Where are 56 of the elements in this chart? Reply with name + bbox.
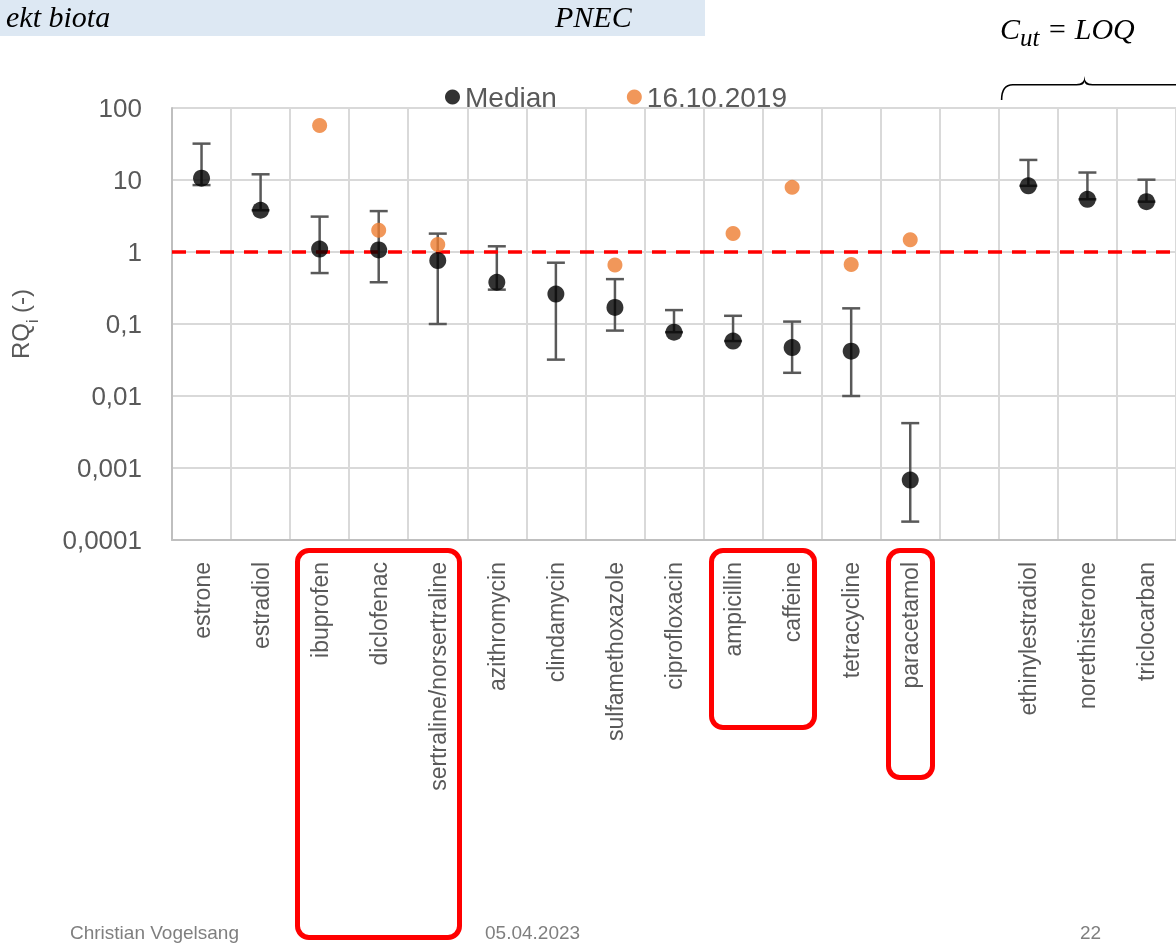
point (1019, 177, 1037, 195)
x-tick-label: sertraline/norsertraline (424, 562, 451, 791)
x-tick-label: paracetamol (897, 562, 924, 689)
x-tick-label: tetracycline (838, 562, 865, 679)
y-tick-label: 1 (127, 237, 142, 267)
x-tick-label: clindamycin (542, 562, 569, 683)
legend-label: Median (465, 81, 557, 113)
x-tick-label: estradiol (247, 562, 274, 649)
text: 22 (1080, 922, 1102, 943)
point (312, 118, 328, 134)
x-tick-label: sulfamethoxazole (601, 562, 628, 741)
legend-label: 16.10.2019 (646, 81, 787, 113)
point (606, 298, 624, 316)
x-tick-label: ampicillin (720, 562, 747, 657)
point (784, 179, 800, 195)
point (1078, 190, 1096, 208)
point (783, 339, 801, 357)
y-tick-label: 10 (113, 165, 142, 195)
point (370, 241, 388, 259)
point (843, 257, 859, 273)
point (430, 237, 446, 253)
text: ekt biota (6, 0, 111, 34)
point (547, 285, 565, 303)
y-tick-label: 100 (98, 93, 142, 123)
point (1137, 193, 1155, 211)
text: Christian Vogelsang (70, 922, 239, 943)
point (193, 169, 211, 187)
point (665, 323, 683, 341)
point (724, 332, 742, 350)
x-tick-label: caffeine (779, 562, 806, 643)
x-tick-label: azithromycin (483, 562, 510, 692)
y-axis-title: RQi (-) (6, 288, 41, 360)
text: PNEC (555, 0, 632, 34)
point (429, 252, 447, 270)
point (607, 257, 623, 273)
x-tick-label: norethisterone (1074, 562, 1101, 710)
x-tick-label: ibuprofen (306, 562, 333, 658)
point (725, 226, 741, 242)
x-tick-label: diclofenac (365, 562, 392, 666)
text: 05.04.2023 (485, 922, 581, 943)
y-tick-label: 0,001 (76, 453, 142, 483)
point (371, 222, 387, 238)
point (842, 342, 860, 360)
x-tick-label: estrone (188, 562, 215, 639)
x-tick-label: triclocarban (1133, 562, 1160, 681)
x-tick-label: ethinylestradiol (1015, 562, 1042, 716)
x-tick-label: ciprofloxacin (661, 562, 687, 690)
y-tick-label: 0,0001 (62, 525, 142, 555)
point (252, 201, 270, 219)
point (488, 273, 506, 291)
point (901, 471, 919, 489)
point (902, 232, 918, 248)
y-tick-label: 0,1 (105, 309, 142, 339)
point (311, 240, 329, 258)
y-tick-label: 0,01 (91, 381, 142, 411)
text: C$_{ut}$ = LOQ (1000, 12, 1135, 52)
